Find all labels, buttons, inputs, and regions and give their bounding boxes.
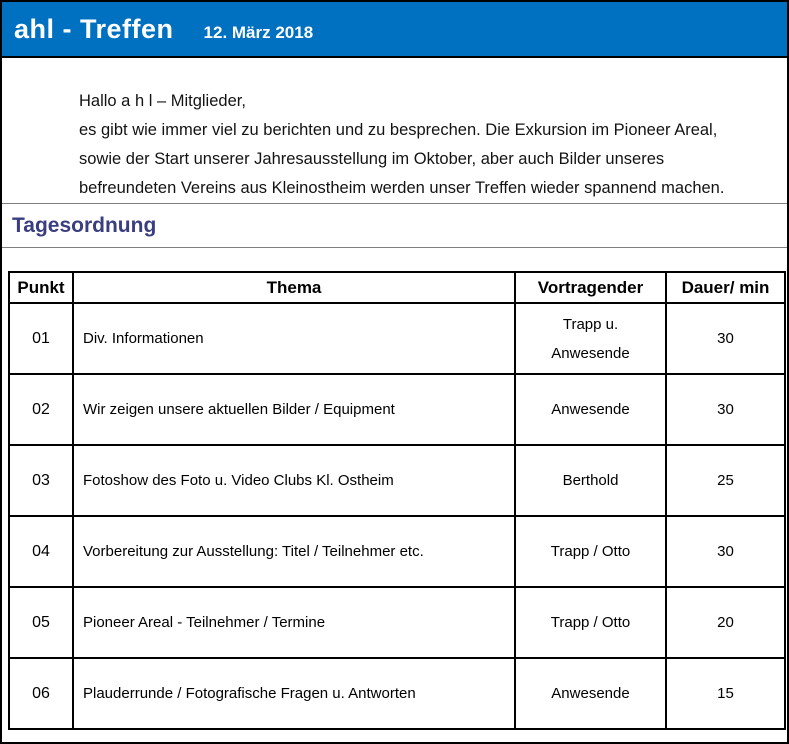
- column-header-vortragender: Vortragender: [514, 271, 667, 304]
- cell-vortragender: Anwesende: [514, 657, 667, 730]
- agenda-table: Punkt Thema Vortragender Dauer/ min 01 D…: [8, 271, 786, 730]
- cell-thema: Pioneer Areal - Teilnehmer / Termine: [72, 586, 516, 659]
- table-row: 03 Fotoshow des Foto u. Video Clubs Kl. …: [8, 444, 786, 517]
- cell-vortragender: Trapp / Otto: [514, 515, 667, 588]
- document-date: 12. März 2018: [203, 23, 314, 42]
- cell-punkt: 03: [8, 444, 74, 517]
- cell-thema: Plauderrunde / Fotografische Fragen u. A…: [72, 657, 516, 730]
- cell-dauer: 30: [665, 302, 786, 375]
- cell-vortragender: Trapp / Otto: [514, 586, 667, 659]
- cell-thema: Div. Informationen: [72, 302, 516, 375]
- cell-dauer: 30: [665, 373, 786, 446]
- cell-punkt: 01: [8, 302, 74, 375]
- intro-paragraph: Hallo a h l – Mitglieder, es gibt wie im…: [79, 87, 767, 203]
- cell-punkt: 04: [8, 515, 74, 588]
- table-row: 05 Pioneer Areal - Teilnehmer / Termine …: [8, 586, 786, 659]
- table-row: 04 Vorbereitung zur Ausstellung: Titel /…: [8, 515, 786, 588]
- table-row: 02 Wir zeigen unsere aktuellen Bilder / …: [8, 373, 786, 446]
- cell-punkt: 05: [8, 586, 74, 659]
- column-header-thema: Thema: [72, 271, 516, 304]
- agenda-section-band: Tagesordnung: [2, 203, 787, 248]
- cell-punkt: 02: [8, 373, 74, 446]
- column-header-punkt: Punkt: [8, 271, 74, 304]
- cell-dauer: 30: [665, 515, 786, 588]
- table-header-row: Punkt Thema Vortragender Dauer/ min: [8, 271, 786, 304]
- document-title: ahl - Treffen: [14, 14, 174, 44]
- cell-thema: Wir zeigen unsere aktuellen Bilder / Equ…: [72, 373, 516, 446]
- cell-thema: Fotoshow des Foto u. Video Clubs Kl. Ost…: [72, 444, 516, 517]
- cell-thema: Vorbereitung zur Ausstellung: Titel / Te…: [72, 515, 516, 588]
- intro-line: befreundeten Vereins aus Kleinostheim we…: [79, 179, 725, 197]
- cell-vortragender: Anwesende: [514, 373, 667, 446]
- cell-vortragender: Berthold: [514, 444, 667, 517]
- agenda-section-heading: Tagesordnung: [12, 213, 157, 237]
- column-header-dauer: Dauer/ min: [665, 271, 786, 304]
- title-bar: ahl - Treffen 12. März 2018: [2, 2, 787, 58]
- cell-punkt: 06: [8, 657, 74, 730]
- intro-line: es gibt wie immer viel zu berichten und …: [79, 121, 718, 139]
- cell-dauer: 20: [665, 586, 786, 659]
- table-row: 01 Div. Informationen Trapp u. Anwesende…: [8, 302, 786, 375]
- table-row: 06 Plauderrunde / Fotografische Fragen u…: [8, 657, 786, 730]
- intro-line: Hallo a h l – Mitglieder,: [79, 92, 246, 110]
- cell-dauer: 25: [665, 444, 786, 517]
- intro-line: sowie der Start unserer Jahresausstellun…: [79, 150, 665, 168]
- cell-vortragender: Trapp u. Anwesende: [514, 302, 667, 375]
- cell-dauer: 15: [665, 657, 786, 730]
